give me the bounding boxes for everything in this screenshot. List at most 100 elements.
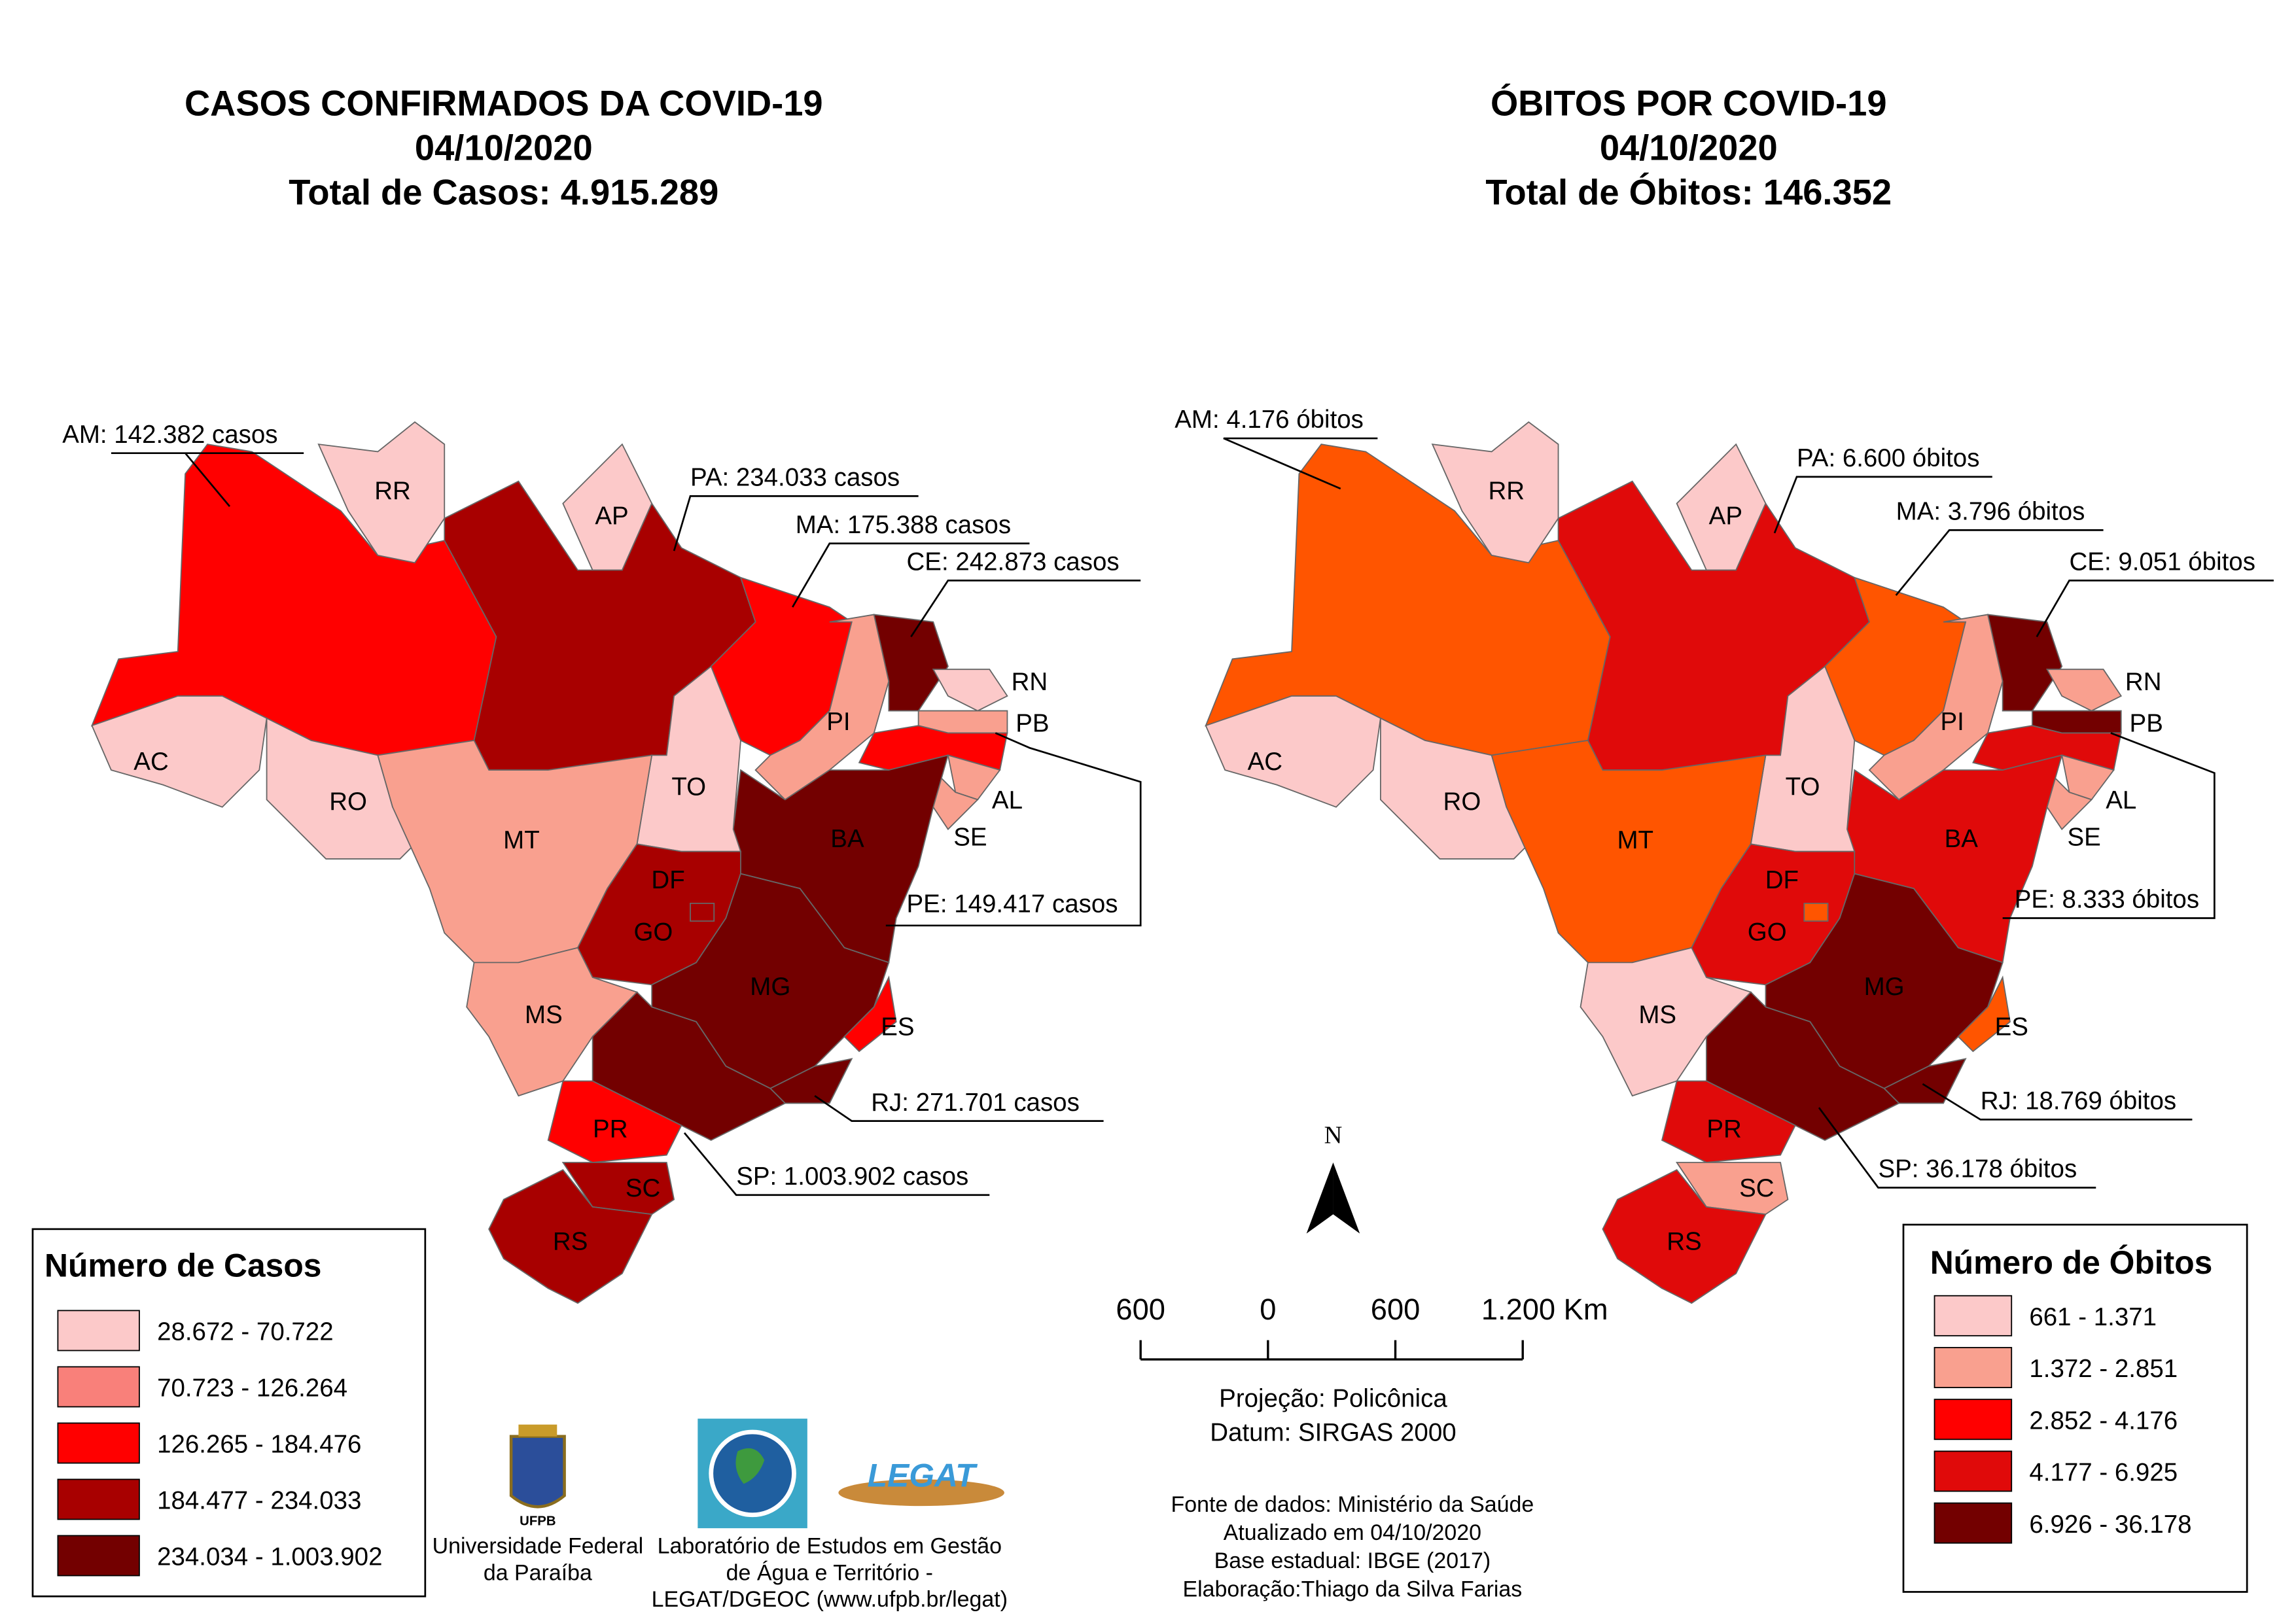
source-line: Atualizado em 04/10/2020 xyxy=(1224,1520,1481,1545)
ufpb-logo-text: UFPB xyxy=(520,1514,556,1529)
leader-line xyxy=(910,580,1141,638)
state-label: MG xyxy=(1864,973,1905,1001)
legend-swatch xyxy=(57,1535,140,1577)
map xyxy=(1205,421,2123,1304)
legend-swatch xyxy=(57,1422,140,1464)
callout: AM: 142.382 casos xyxy=(62,421,277,449)
state xyxy=(1602,1169,1767,1304)
state xyxy=(1661,1080,1796,1163)
state-label: SC xyxy=(626,1174,660,1202)
state-label: ES xyxy=(1995,1013,2028,1041)
callout: RJ: 18.769 óbitos xyxy=(1981,1087,2176,1115)
map-title: 04/10/2020 xyxy=(1600,128,1778,167)
legat-logo xyxy=(838,1479,1004,1507)
state-label: BA xyxy=(830,825,864,853)
lab-name: Laboratório de Estudos em Gestão xyxy=(658,1534,1002,1559)
state xyxy=(1675,1162,1789,1215)
callout: RJ: 271.701 casos xyxy=(871,1089,1080,1117)
arrow-half xyxy=(1306,1162,1333,1234)
callout: CE: 242.873 casos xyxy=(907,548,1120,576)
legend-label: 4.177 - 6.925 xyxy=(2029,1459,2178,1487)
legend-label: 2.852 - 4.176 xyxy=(2029,1406,2178,1435)
state-label: RS xyxy=(1667,1228,1701,1256)
state-label: RO xyxy=(1443,788,1481,816)
crest-top xyxy=(518,1424,557,1437)
state-label: MS xyxy=(1638,1001,1676,1029)
state xyxy=(547,1080,682,1163)
legend-label: 70.723 - 126.264 xyxy=(157,1374,347,1403)
state-label: RN xyxy=(2125,668,2162,696)
leader-line xyxy=(1223,437,1378,490)
map-title: 04/10/2020 xyxy=(415,128,593,167)
state-label: PR xyxy=(1706,1115,1741,1143)
map-title: ÓBITOS POR COVID-19 xyxy=(1491,84,1887,124)
state-label: SC xyxy=(1739,1174,1774,1202)
callout: SP: 36.178 óbitos xyxy=(1878,1155,2077,1183)
state-label: PR xyxy=(593,1115,627,1143)
state-label: MS xyxy=(525,1001,563,1029)
scale-bar xyxy=(1139,1340,1524,1361)
leader-line xyxy=(2002,732,2216,919)
legend-swatch xyxy=(57,1310,140,1352)
legend-swatch xyxy=(1934,1450,2013,1492)
callout: PE: 149.417 casos xyxy=(907,890,1118,918)
ufpb-name: Universidade Federal xyxy=(433,1534,644,1559)
leader-line xyxy=(1818,1107,2096,1189)
leader-line xyxy=(2036,580,2274,638)
state-label: DF xyxy=(1765,866,1799,894)
state-label: PI xyxy=(1941,708,1964,736)
leader-line xyxy=(1773,476,1992,534)
state-label: AC xyxy=(133,748,168,776)
legend-label: 234.034 - 1.003.902 xyxy=(157,1543,382,1571)
state-label: MG xyxy=(750,973,790,1001)
state-label: PI xyxy=(826,708,850,736)
state xyxy=(488,1169,653,1304)
map-title: CASOS CONFIRMADOS DA COVID-19 xyxy=(185,84,823,124)
source-line: Elaboração:Thiago da Silva Farias xyxy=(1182,1577,1522,1601)
legend-swatch xyxy=(1934,1295,2013,1336)
state-label: RO xyxy=(329,788,367,816)
legat-logo-text: LEGAT xyxy=(868,1457,978,1494)
state-label: SE xyxy=(953,824,987,852)
callout: MA: 175.388 casos xyxy=(796,511,1011,539)
callout: PA: 234.033 casos xyxy=(690,463,900,491)
north-label: N xyxy=(1324,1122,1343,1149)
legend-swatch xyxy=(1934,1399,2013,1440)
state xyxy=(561,1162,675,1215)
state-label: BA xyxy=(1945,825,1979,853)
state xyxy=(1803,902,1829,922)
leader-line xyxy=(792,542,1030,608)
state xyxy=(932,669,1008,712)
legend-swatch xyxy=(57,1366,140,1408)
state-label: AL xyxy=(992,786,1023,814)
state-label: PB xyxy=(2130,709,2163,737)
leader-line xyxy=(111,452,304,508)
state-label: DF xyxy=(651,866,684,894)
legend-label: 661 - 1.371 xyxy=(2029,1303,2157,1331)
state xyxy=(843,975,897,1053)
projection: Projeção: Policônica xyxy=(1219,1385,1447,1413)
scale-label: 600 xyxy=(1116,1293,1165,1326)
north-arrow xyxy=(1306,1162,1360,1234)
state-label: AC xyxy=(1248,748,1282,776)
leader-line xyxy=(673,495,919,551)
state xyxy=(1957,975,2011,1053)
state-label: AP xyxy=(1709,502,1742,530)
state-label: AL xyxy=(2106,786,2136,814)
dgeoc-logo xyxy=(698,1418,807,1529)
scale-label: 600 xyxy=(1371,1293,1421,1326)
legend-label: 126.265 - 184.476 xyxy=(157,1431,361,1459)
legend-label: 28.672 - 70.722 xyxy=(157,1318,334,1346)
logo-base xyxy=(838,1479,1004,1507)
scale-label: 0 xyxy=(1260,1293,1276,1326)
legend-swatch xyxy=(1934,1347,2013,1388)
state-label: RR xyxy=(1489,477,1525,505)
state-label: GO xyxy=(633,918,673,946)
legend-label: 1.372 - 2.851 xyxy=(2029,1355,2178,1383)
map xyxy=(90,421,1008,1304)
state-label: TO xyxy=(671,773,706,801)
leader-line xyxy=(1922,1083,2193,1121)
state xyxy=(2046,669,2123,712)
leader-line xyxy=(885,732,1142,927)
